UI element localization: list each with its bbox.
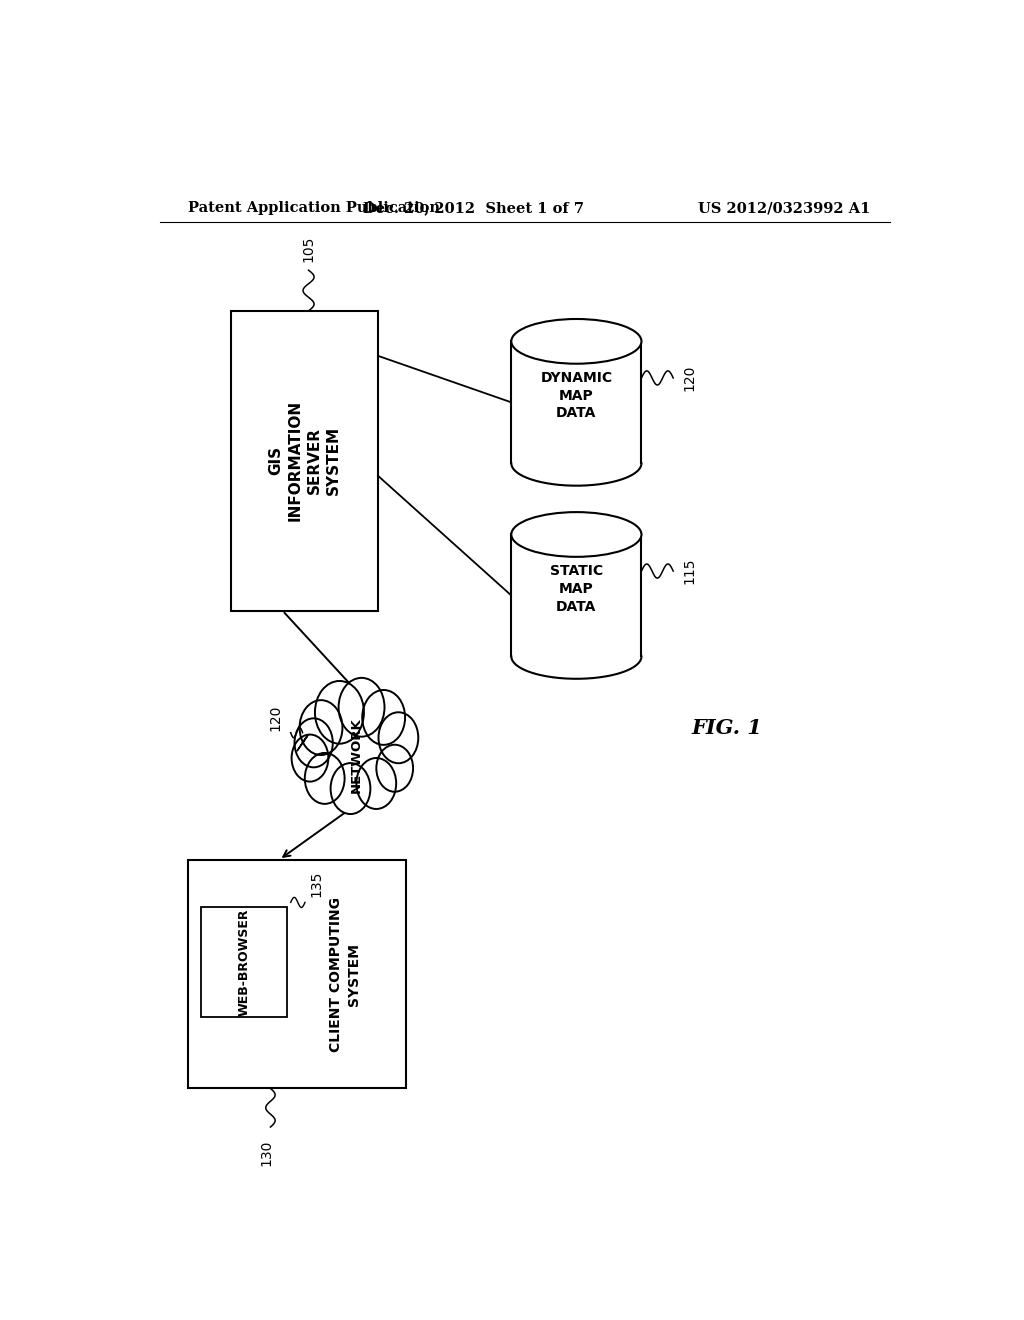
- Circle shape: [362, 690, 406, 744]
- Text: DYNAMIC
MAP
DATA: DYNAMIC MAP DATA: [541, 371, 612, 421]
- Circle shape: [377, 744, 413, 792]
- Circle shape: [305, 752, 345, 804]
- FancyBboxPatch shape: [231, 312, 378, 611]
- Text: 120: 120: [683, 364, 696, 391]
- Ellipse shape: [511, 319, 641, 364]
- Text: 130: 130: [259, 1139, 273, 1166]
- Circle shape: [379, 713, 418, 763]
- Text: STATIC
MAP
DATA: STATIC MAP DATA: [550, 564, 603, 614]
- Text: 115: 115: [683, 558, 696, 585]
- Text: 120: 120: [268, 705, 283, 730]
- Ellipse shape: [511, 512, 641, 557]
- Text: WEB-BROWSER: WEB-BROWSER: [238, 908, 250, 1016]
- Text: Patent Application Publication: Patent Application Publication: [187, 201, 439, 215]
- Text: NETWORK: NETWORK: [349, 717, 362, 793]
- Circle shape: [331, 763, 371, 814]
- Circle shape: [295, 718, 333, 767]
- Text: Dec. 20, 2012  Sheet 1 of 7: Dec. 20, 2012 Sheet 1 of 7: [362, 201, 584, 215]
- Ellipse shape: [318, 719, 390, 787]
- Polygon shape: [511, 535, 641, 656]
- Circle shape: [339, 678, 384, 737]
- FancyBboxPatch shape: [187, 859, 406, 1089]
- Text: 135: 135: [309, 871, 323, 898]
- Text: GIS
INFORMATION
SERVER
SYSTEM: GIS INFORMATION SERVER SYSTEM: [268, 400, 341, 521]
- Text: CLIENT COMPUTING
SYSTEM: CLIENT COMPUTING SYSTEM: [329, 896, 360, 1052]
- Text: US 2012/0323992 A1: US 2012/0323992 A1: [697, 201, 870, 215]
- Circle shape: [356, 758, 396, 809]
- Circle shape: [292, 734, 329, 781]
- Polygon shape: [511, 342, 641, 463]
- Circle shape: [315, 681, 364, 743]
- Text: 105: 105: [301, 236, 315, 263]
- Circle shape: [300, 700, 342, 755]
- FancyBboxPatch shape: [201, 907, 287, 1018]
- Text: FIG. 1: FIG. 1: [691, 718, 762, 738]
